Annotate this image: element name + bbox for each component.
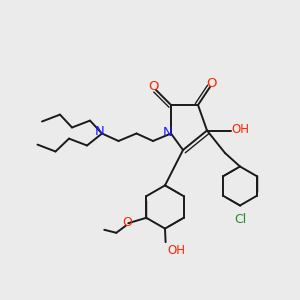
Text: OH: OH (232, 122, 250, 136)
Text: Cl: Cl (235, 213, 247, 226)
Text: O: O (148, 80, 159, 93)
Text: OH: OH (167, 244, 185, 257)
Text: N: N (95, 125, 104, 139)
Text: O: O (206, 77, 217, 90)
Text: O: O (122, 216, 132, 229)
Text: N: N (163, 126, 172, 139)
